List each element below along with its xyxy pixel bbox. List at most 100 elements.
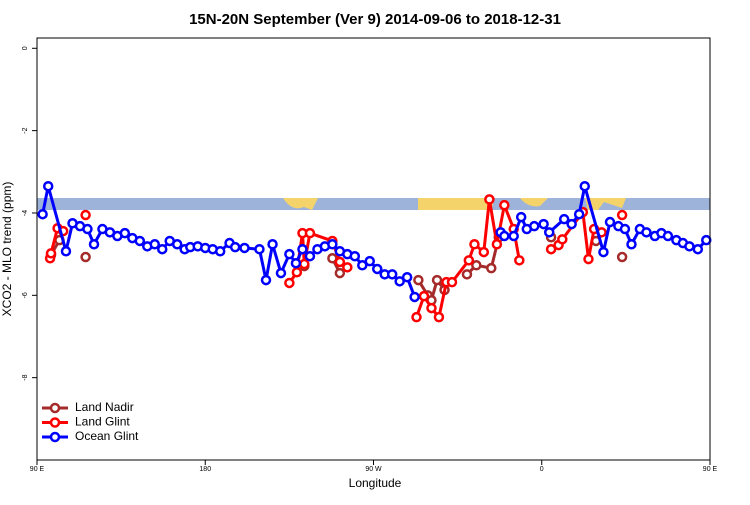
x-axis-label: Longitude (349, 476, 402, 490)
point (275, 267, 287, 279)
y-tick-label: -4 (22, 210, 29, 216)
point (80, 209, 91, 221)
point (82, 223, 93, 235)
point (418, 290, 430, 302)
point (545, 243, 557, 255)
point (619, 223, 631, 235)
point (134, 235, 146, 247)
point (461, 269, 473, 280)
point (342, 262, 353, 273)
point (371, 263, 383, 275)
point (478, 246, 490, 258)
point (701, 234, 712, 246)
point (641, 227, 652, 238)
land-patch (283, 198, 318, 210)
point (267, 239, 278, 250)
legend-marker (49, 402, 61, 414)
land-patch (520, 198, 548, 207)
legend-label: Ocean Glint (75, 429, 139, 443)
point (88, 239, 100, 250)
y-tick-label: -2 (22, 127, 29, 133)
point (499, 199, 510, 211)
point (486, 262, 497, 274)
point (566, 218, 577, 230)
point (426, 302, 437, 314)
point (413, 274, 424, 286)
point (357, 260, 368, 271)
point (616, 251, 628, 263)
point (349, 250, 361, 262)
point (616, 209, 628, 221)
legend-label: Land Nadir (75, 400, 134, 414)
point (508, 230, 519, 242)
point (291, 267, 303, 278)
legend-marker (49, 417, 61, 428)
point (45, 248, 57, 259)
point (260, 274, 272, 286)
point (598, 246, 609, 258)
point (386, 269, 398, 280)
point (431, 274, 443, 286)
point (583, 253, 594, 265)
map-strip (37, 198, 710, 210)
point (401, 271, 413, 283)
point (297, 243, 308, 255)
plot-area (37, 180, 712, 323)
x-tick-label: 90 W (365, 466, 382, 473)
point (662, 230, 674, 242)
point (290, 257, 302, 269)
point (239, 242, 250, 254)
point (433, 311, 445, 323)
point (119, 227, 131, 239)
point (157, 243, 168, 255)
x-tick-label: 180 (199, 466, 211, 473)
chart-title: 15N-20N September (Ver 9) 2014-09-06 to … (189, 11, 561, 28)
point (334, 256, 346, 268)
point (364, 255, 376, 267)
point (543, 227, 555, 238)
x-tick-label: 0 (540, 466, 544, 473)
point (573, 208, 585, 220)
point (529, 220, 540, 232)
point (463, 255, 475, 266)
point (42, 180, 54, 192)
y-axis-label: XCO2 - MLO trend (ppm) (0, 182, 14, 317)
point (334, 267, 346, 279)
point (515, 211, 527, 223)
point (684, 241, 695, 252)
point (579, 180, 590, 192)
point (409, 291, 420, 303)
point (299, 258, 310, 270)
point (60, 246, 72, 257)
y-tick-label: -8 (22, 374, 29, 380)
point (171, 239, 183, 250)
point (214, 246, 226, 257)
x-tick-label: 90 E (30, 466, 45, 473)
point (394, 276, 405, 287)
point (229, 241, 241, 253)
legend-label: Land Glint (75, 415, 130, 429)
land-patch (418, 198, 494, 210)
point (626, 239, 637, 250)
point (327, 239, 338, 250)
point (284, 277, 295, 289)
point (604, 216, 616, 228)
point (469, 239, 480, 250)
point (557, 234, 568, 245)
point (491, 239, 503, 250)
point (304, 250, 316, 262)
land-patch (585, 198, 626, 210)
point (499, 230, 510, 242)
legend-marker (49, 431, 61, 443)
y-tick-label: -6 (22, 292, 29, 298)
x-tick-label: 90 E (703, 466, 718, 473)
point (446, 276, 458, 288)
point (149, 239, 161, 250)
point (254, 243, 265, 255)
point (411, 311, 422, 323)
point (471, 260, 482, 271)
